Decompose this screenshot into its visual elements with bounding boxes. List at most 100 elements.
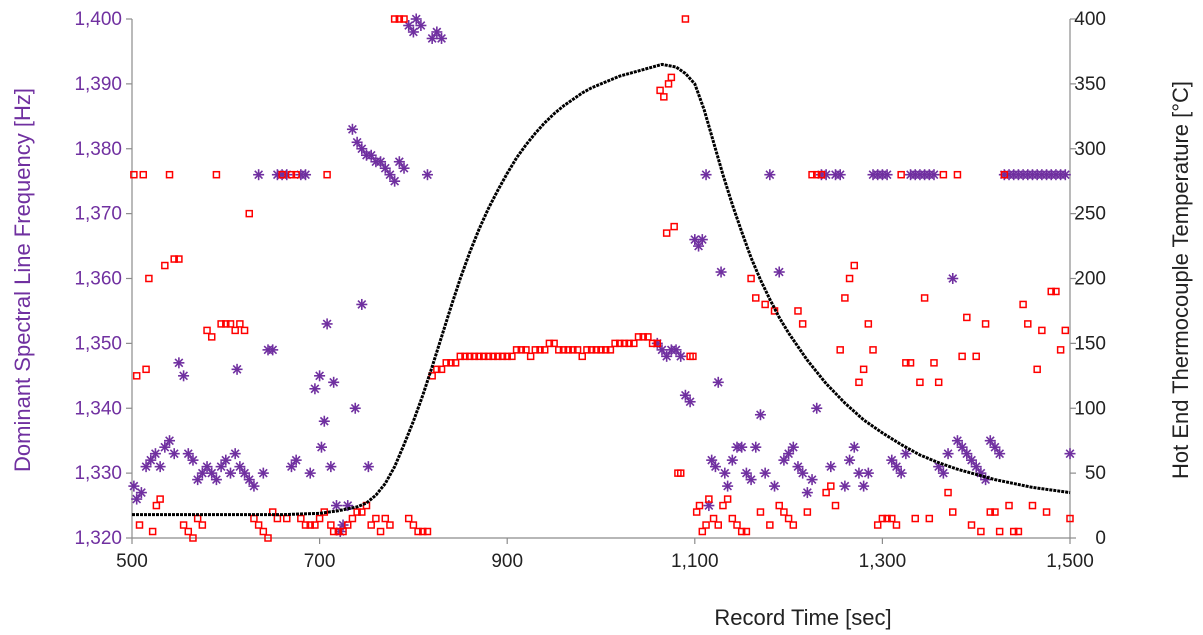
purple-point: [410, 13, 422, 25]
red-point: [343, 521, 352, 529]
red-point: [827, 482, 835, 490]
purple-point: [715, 266, 727, 278]
red-point: [873, 521, 882, 529]
purple-point: [145, 454, 157, 466]
red-point: [447, 359, 455, 367]
y-tick-label: 1,400: [74, 9, 122, 30]
purple-point: [285, 461, 297, 473]
red-point: [400, 15, 408, 23]
red-point: [283, 514, 291, 523]
x-tick-label: 1,500: [1046, 551, 1094, 572]
red-point: [986, 508, 995, 516]
red-point: [555, 346, 563, 354]
red-point: [329, 527, 338, 536]
red-point: [634, 333, 643, 341]
temperature-line: [132, 62, 1071, 517]
purple-point: [989, 441, 1001, 453]
red-point: [949, 508, 957, 516]
purple-point: [351, 136, 363, 148]
red-point: [991, 508, 999, 516]
purple-point: [325, 461, 337, 473]
red-point: [264, 534, 272, 542]
purple-point: [942, 448, 954, 460]
purple-point: [201, 461, 213, 473]
red-point: [559, 346, 568, 354]
red-point: [583, 346, 591, 354]
red-point: [437, 365, 446, 374]
x-axis-title: Record Time [sec]: [714, 605, 891, 630]
red-point: [311, 521, 319, 529]
purple-point: [801, 487, 813, 499]
purple-point: [290, 454, 302, 466]
purple-point: [844, 454, 856, 466]
red-point: [747, 274, 755, 283]
red-point: [939, 170, 948, 179]
y2-tick-label: 250: [1074, 204, 1106, 225]
red-point: [714, 521, 722, 529]
purple-point: [961, 448, 973, 460]
y2-axis-title: Hot End Thermocouple Temperature [°C]: [1168, 81, 1193, 479]
red-point: [944, 488, 952, 497]
red-point: [372, 514, 380, 523]
purple-point: [806, 474, 818, 486]
red-point: [442, 359, 450, 367]
red-point: [404, 514, 413, 523]
purple-point: [398, 162, 410, 174]
purple-point: [375, 156, 387, 168]
y-tick-label: 1,370: [74, 204, 122, 225]
purple-point: [1059, 169, 1071, 181]
red-point: [184, 527, 193, 536]
y2-tick-label: 400: [1074, 9, 1106, 30]
red-point: [756, 508, 765, 516]
y-axis-title: Dominant Spectral Line Frequency [Hz]: [10, 88, 35, 472]
y2-tick-label: 350: [1074, 74, 1106, 95]
red-point: [1033, 365, 1041, 374]
red-point: [644, 333, 652, 341]
red-point: [226, 320, 235, 328]
purple-point: [937, 467, 949, 479]
purple-point: [421, 169, 433, 181]
purple-point: [253, 169, 265, 181]
red-point: [784, 514, 793, 523]
red-point: [292, 170, 300, 179]
purple-point: [389, 175, 401, 187]
red-point: [489, 352, 497, 361]
purple-point: [346, 123, 358, 135]
red-point: [259, 527, 268, 536]
red-point: [419, 527, 427, 536]
purple-point: [759, 467, 771, 479]
red-point: [775, 501, 783, 510]
purple-point: [149, 448, 161, 460]
red-point: [367, 521, 375, 529]
purple-point: [379, 162, 391, 174]
red-point: [207, 333, 216, 341]
red-point: [869, 346, 877, 354]
red-point: [705, 495, 713, 503]
y-tick-label: 1,350: [74, 333, 122, 354]
red-point: [240, 326, 249, 335]
chart-axes: 1,320 1,330 1,340 1,350 1,360 1,370 1,380 1,390…: [74, 9, 1106, 572]
red-point: [222, 320, 230, 328]
purple-point: [224, 467, 236, 479]
red-point: [1052, 287, 1060, 296]
purple-point: [248, 480, 260, 492]
purple-point: [754, 409, 766, 421]
purple-point: [900, 448, 912, 460]
y2-tick-label: 150: [1074, 333, 1106, 354]
red-point: [752, 294, 760, 302]
red-point: [850, 261, 859, 270]
purple-point: [787, 441, 799, 453]
red-point: [409, 521, 418, 529]
purple-point: [243, 474, 255, 486]
purple-point: [431, 26, 443, 38]
purple-point: [947, 273, 959, 284]
purple-point: [349, 402, 361, 414]
red-point: [175, 255, 183, 263]
purple-point: [825, 461, 837, 473]
purple-point: [862, 467, 874, 479]
red-point: [306, 521, 314, 529]
red-point: [536, 346, 544, 354]
purple-point: [220, 454, 232, 466]
purple-point: [231, 363, 243, 375]
